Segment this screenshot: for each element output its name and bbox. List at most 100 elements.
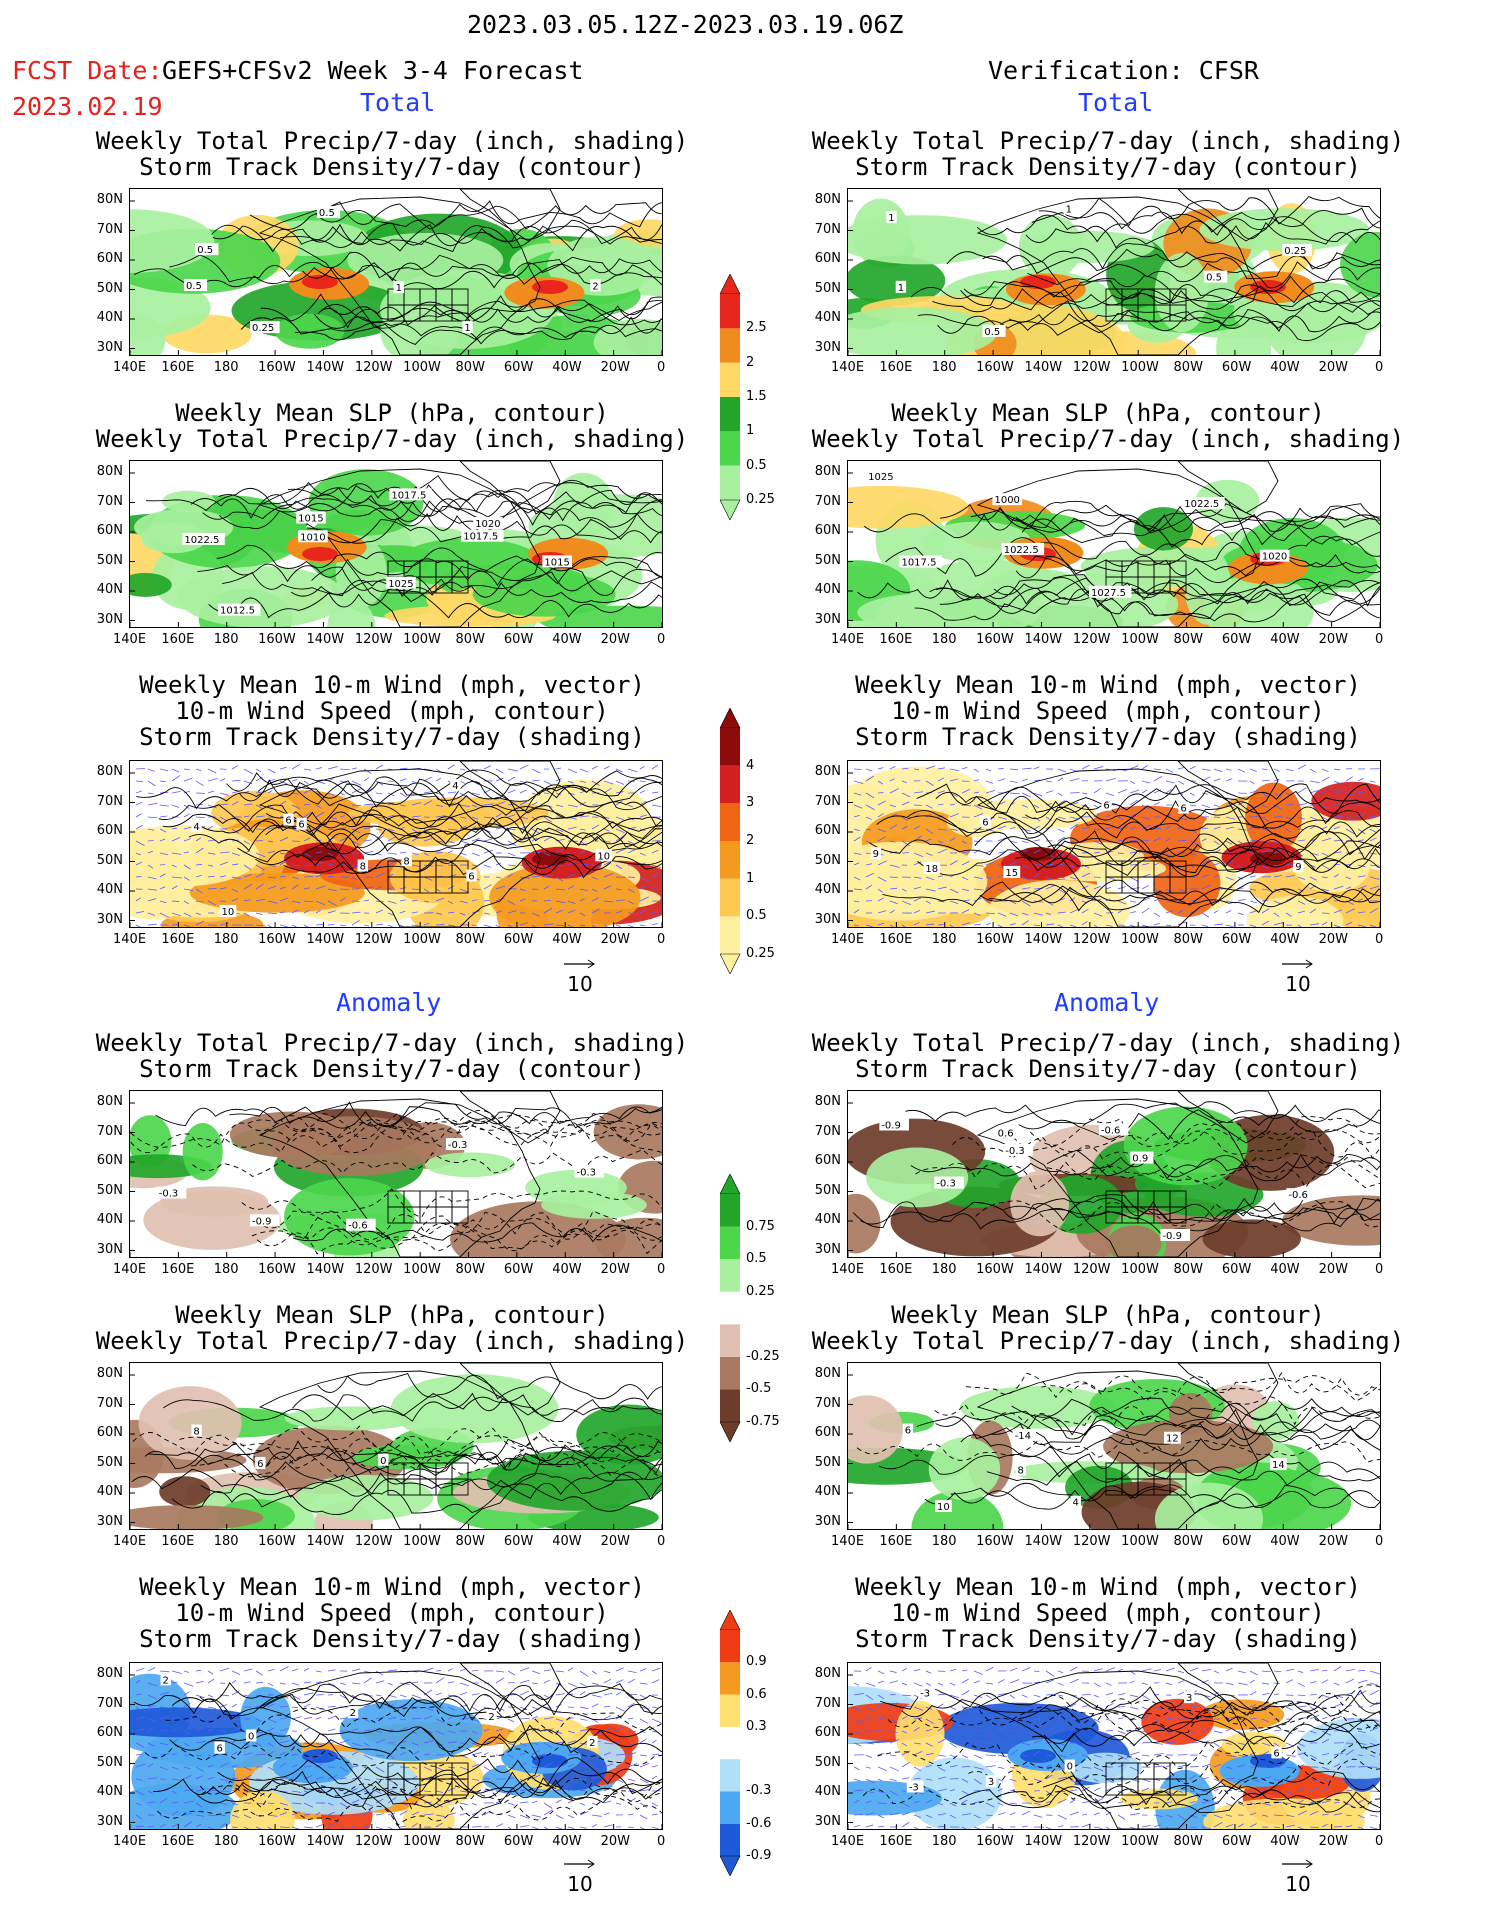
wind-vector [1237,1823,1244,1828]
contour-line [247,1110,662,1138]
contour-label-bg [934,1176,964,1189]
wind-vector [1105,1826,1110,1829]
wind-vector [387,1669,398,1672]
wind-vector [1297,1778,1303,1782]
contour-label-bg [992,493,1023,506]
wind-vector [279,852,287,855]
wind-vector [1297,1682,1305,1687]
contour-label: 8 [403,856,409,867]
wind-vector [937,1725,946,1732]
wind-vector [877,1825,885,1828]
colorbar-label: 1 [746,870,755,886]
contour-line [968,1758,1380,1790]
wind-vector [1225,804,1235,809]
wind-vector [1117,852,1124,854]
wind-vector [531,801,538,806]
wind-vector [399,840,409,845]
wind-vector [267,840,274,843]
contour-label: 12 [1166,1434,1179,1445]
wind-vector [579,1706,589,1710]
wind-vector [243,1681,251,1684]
wind-vector [925,1729,932,1732]
wind-vector [579,801,587,806]
wind-vector [159,1797,168,1804]
vector-ref-label: 10 [1285,972,1311,996]
wind-vector [591,1694,602,1698]
colorbar-segment [720,1759,740,1792]
wind-vector [387,924,394,927]
wind-vector [483,924,493,927]
wind-vector [1081,1786,1090,1792]
wind-vector [1033,1725,1042,1732]
lon-tick-label: 180 [931,360,957,375]
wind-vector [1321,790,1327,794]
wind-vector [363,1718,370,1722]
wind-vector [243,803,253,806]
contour-line [199,1777,662,1801]
wind-vector [243,899,251,902]
wind-vector [1021,1742,1031,1746]
contour-label-bg [1089,585,1132,598]
wind-vector [877,922,885,926]
wind-vector [291,909,299,914]
map-field: -0.3-0.9 -0.6-0.3-0.3 [130,1091,662,1257]
wind-vector [901,767,909,770]
state-border [451,876,469,894]
lon-tick-label: 160E [161,1834,195,1849]
vector-ref-arrow [564,959,595,969]
wind-vector [423,1790,432,1792]
wind-vector [1105,1742,1116,1747]
wind-vector [1357,911,1365,914]
wind-vector [291,1753,298,1756]
contour-label: 6 [982,817,988,828]
wind-vector [1093,840,1102,845]
wind-vector [1009,1679,1020,1684]
colorbar-label: 0.5 [746,457,767,473]
wind-vector [949,778,958,782]
wind-vector [1177,825,1183,830]
wind-vector [447,1812,457,1816]
wind-vector [243,874,252,878]
contour-line [1042,1684,1380,1715]
wind-vector [543,816,553,823]
wind-vector [627,876,635,878]
contour-line [1015,555,1380,584]
wind-vector [865,804,875,811]
wind-vector [1309,1715,1319,1720]
contour-line [860,1208,1380,1234]
wind-vector [183,1730,191,1735]
wind-vector [543,864,553,868]
wind-vector [315,1811,321,1816]
contour-label: 0.5 [197,245,213,256]
wind-vector [1369,780,1376,783]
wind-vector [1369,1727,1379,1732]
shading-layer [130,1104,662,1257]
wind-vector [579,1670,589,1677]
wind-vector [399,767,408,770]
wind-vector [375,923,384,926]
wind-vector [327,1682,336,1687]
wind-vector [195,780,204,787]
wind-vector [985,912,995,915]
wind-vector [651,1706,658,1709]
wind-vector [639,885,646,890]
wind-vector [1213,874,1220,878]
wind-vector [1081,908,1089,914]
wind-vector [459,825,467,830]
wind-vector [985,801,993,806]
wind-vector [985,1694,992,1699]
lon-tick-label: 160W [976,1534,1014,1549]
wind-vector [1333,1813,1342,1816]
wind-vector [651,1679,660,1684]
shading-layer [848,766,1380,927]
wind-vector [1009,768,1019,771]
panel-title-fc-total-precip: Weekly Total Precip/7-day (inch, shading… [95,127,689,181]
contour-label: 0 [248,1732,254,1743]
wind-vector [1117,1692,1126,1696]
contour-line [916,783,1380,814]
wind-vector [351,1765,359,1768]
contour-label: -14 [1015,1431,1031,1442]
wind-vector [543,923,554,926]
wind-vector [1153,898,1160,902]
wind-vector [1069,1666,1078,1672]
